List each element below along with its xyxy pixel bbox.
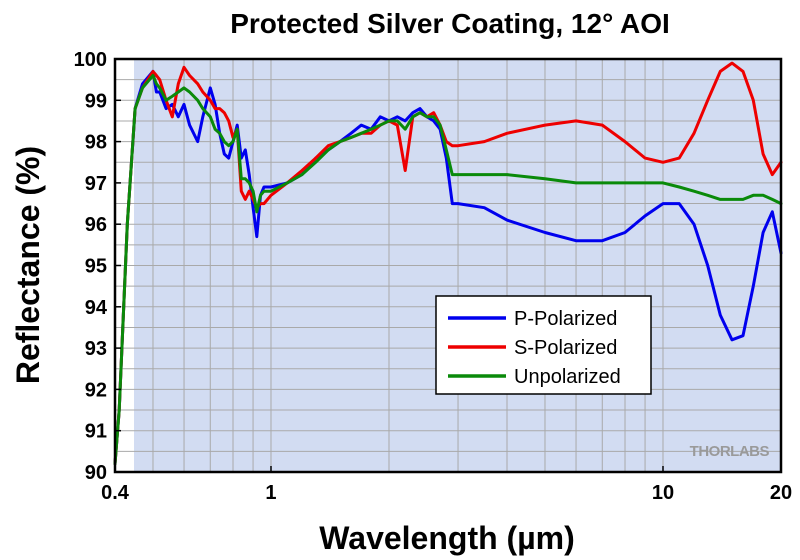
legend-label-unpolarized: Unpolarized (514, 366, 621, 388)
y-tick-label: 92 (85, 379, 107, 401)
y-tick-label: 98 (85, 132, 107, 154)
y-tick-label: 97 (85, 173, 107, 195)
y-tick-label: 95 (85, 256, 107, 278)
x-tick-label: 20 (770, 482, 792, 504)
y-tick-label: 99 (85, 90, 107, 112)
y-tick-label: 96 (85, 214, 107, 236)
legend: P-Polarized S-Polarized Unpolarized (435, 295, 652, 395)
series-layer (113, 61, 783, 466)
series-line-s-polarized (113, 61, 783, 466)
series-line-unpolarized (113, 74, 783, 466)
y-tick-label: 90 (85, 462, 107, 484)
y-tick-label: 93 (85, 338, 107, 360)
grid (115, 58, 782, 473)
y-tick-label: 100 (74, 49, 107, 71)
y-tick-label: 91 (85, 421, 107, 443)
x-tick-label: 1 (265, 482, 276, 504)
legend-label-p-polarized: P-Polarized (514, 308, 617, 330)
y-tick-label: 94 (85, 297, 108, 319)
watermark-logo: THORLABS (690, 443, 770, 460)
x-axis-ticks: 0.4 1 10 20 (101, 466, 792, 504)
x-axis-label: Wavelength (µm) (319, 520, 574, 556)
y-axis-label: Reflectance (%) (10, 146, 46, 384)
legend-label-s-polarized: S-Polarized (514, 337, 617, 359)
chart-title: Protected Silver Coating, 12° AOI (230, 8, 670, 39)
x-tick-label: 0.4 (101, 482, 130, 504)
y-axis-ticks: 90 91 92 93 94 95 96 97 98 99 100 (74, 49, 121, 484)
x-tick-label: 10 (652, 482, 674, 504)
